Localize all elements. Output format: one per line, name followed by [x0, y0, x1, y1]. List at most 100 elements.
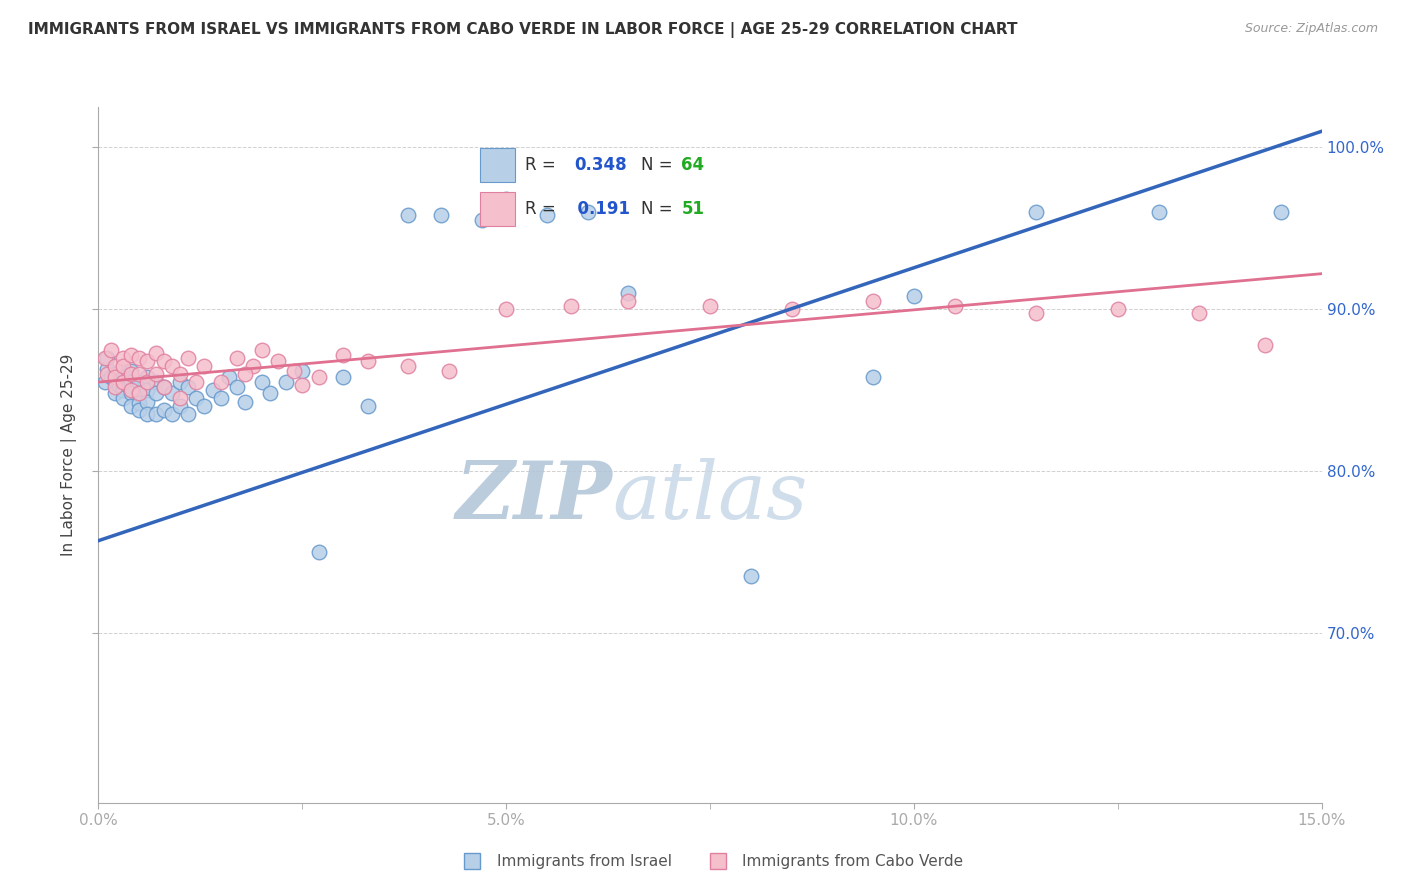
- Point: [177, 351, 200, 365]
- Point: [152, 354, 174, 368]
- Point: [104, 359, 127, 373]
- Point: [1270, 205, 1292, 219]
- Point: [332, 370, 354, 384]
- Point: [617, 286, 640, 301]
- Point: [1107, 302, 1129, 317]
- Point: [186, 375, 208, 389]
- Point: [96, 367, 118, 381]
- Point: [128, 396, 150, 410]
- Point: [111, 370, 134, 384]
- Point: [120, 375, 142, 389]
- Point: [104, 367, 127, 381]
- Point: [218, 370, 240, 384]
- Point: [903, 289, 925, 303]
- Point: [780, 302, 803, 317]
- Point: [209, 392, 232, 406]
- Point: [111, 392, 134, 406]
- Point: [250, 343, 273, 357]
- Point: [169, 400, 191, 414]
- Point: [152, 402, 174, 417]
- Point: [104, 375, 127, 389]
- Point: [145, 408, 167, 422]
- Bar: [479, 192, 515, 226]
- Point: [862, 370, 884, 384]
- Point: [226, 351, 249, 365]
- Point: [1025, 205, 1047, 219]
- Point: [136, 370, 159, 384]
- Point: [160, 408, 183, 422]
- Point: [430, 209, 453, 223]
- Point: [332, 348, 354, 362]
- Point: [233, 367, 256, 381]
- Text: R =: R =: [526, 200, 557, 218]
- Point: [396, 359, 419, 373]
- Point: [128, 367, 150, 381]
- Legend: Immigrants from Israel, Immigrants from Cabo Verde: Immigrants from Israel, Immigrants from …: [451, 848, 969, 875]
- Point: [152, 380, 174, 394]
- Point: [471, 213, 494, 227]
- Point: [291, 364, 314, 378]
- Point: [160, 386, 183, 401]
- Point: [108, 378, 131, 392]
- Point: [1147, 205, 1170, 219]
- Text: R =: R =: [526, 156, 557, 174]
- Point: [356, 354, 378, 368]
- Point: [291, 378, 314, 392]
- Point: [111, 351, 134, 365]
- Point: [94, 375, 117, 389]
- Y-axis label: In Labor Force | Age 25-29: In Labor Force | Age 25-29: [60, 354, 77, 556]
- Point: [120, 400, 142, 414]
- Point: [120, 386, 142, 401]
- Point: [111, 359, 134, 373]
- Point: [226, 380, 249, 394]
- Point: [201, 383, 224, 397]
- Point: [495, 302, 517, 317]
- Point: [1253, 338, 1275, 352]
- Point: [136, 383, 159, 397]
- Point: [396, 209, 419, 223]
- Point: [128, 351, 150, 365]
- Point: [169, 375, 191, 389]
- Bar: [479, 148, 515, 182]
- Point: [177, 408, 200, 422]
- Text: 0.191: 0.191: [565, 200, 630, 218]
- Point: [177, 380, 200, 394]
- Point: [536, 209, 558, 223]
- Point: [145, 367, 167, 381]
- Point: [94, 351, 117, 365]
- Point: [356, 400, 378, 414]
- Point: [169, 367, 191, 381]
- Point: [274, 375, 297, 389]
- Point: [100, 343, 122, 357]
- Point: [100, 370, 122, 384]
- Point: [250, 375, 273, 389]
- Point: [193, 400, 215, 414]
- Point: [120, 383, 142, 397]
- Point: [120, 364, 142, 378]
- Point: [1188, 305, 1211, 319]
- Point: [740, 569, 762, 583]
- Point: [308, 370, 330, 384]
- Point: [111, 380, 134, 394]
- Point: [862, 294, 884, 309]
- Text: Source: ZipAtlas.com: Source: ZipAtlas.com: [1244, 22, 1378, 36]
- Point: [104, 380, 127, 394]
- Text: N =: N =: [641, 200, 672, 218]
- Point: [233, 394, 256, 409]
- Text: atlas: atlas: [612, 458, 807, 535]
- Point: [308, 545, 330, 559]
- Point: [186, 392, 208, 406]
- Point: [120, 383, 142, 397]
- Point: [145, 346, 167, 360]
- Text: 64: 64: [682, 156, 704, 174]
- Point: [617, 294, 640, 309]
- Point: [96, 362, 118, 376]
- Point: [136, 408, 159, 422]
- Point: [145, 375, 167, 389]
- Point: [128, 386, 150, 401]
- Point: [145, 386, 167, 401]
- Point: [495, 192, 517, 206]
- Point: [193, 359, 215, 373]
- Point: [169, 392, 191, 406]
- Point: [437, 364, 460, 378]
